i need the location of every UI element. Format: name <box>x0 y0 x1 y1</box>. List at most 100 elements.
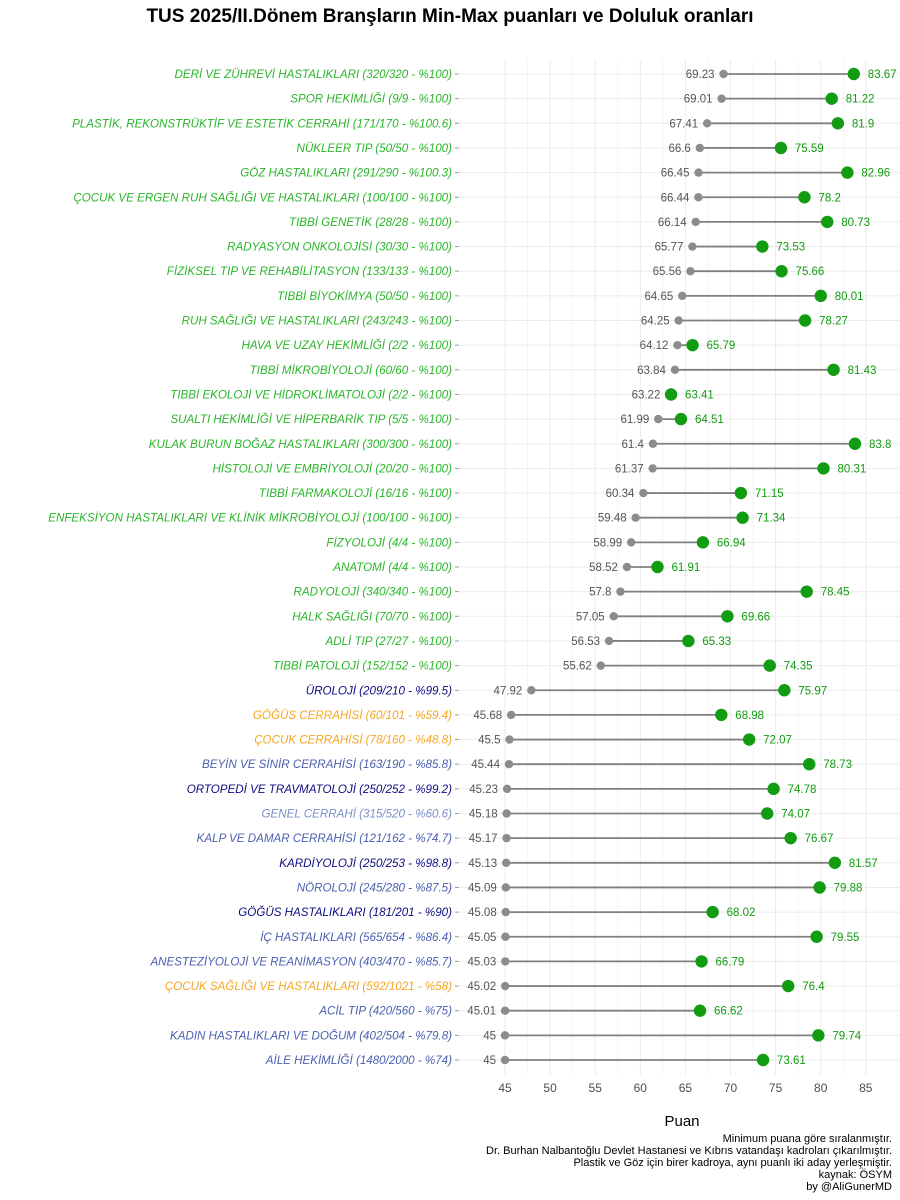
category-label: TIBBİ FARMAKOLOJİ (16/16 - %100) <box>259 487 452 500</box>
max-point <box>828 856 842 869</box>
max-point <box>803 758 816 771</box>
min-value-label: 45.18 <box>469 809 498 821</box>
x-axis: 45 50 55 60 65 70 75 80 85 <box>498 1081 872 1095</box>
max-point <box>774 141 788 155</box>
x-tick-label: 45 <box>498 1081 512 1095</box>
min-point <box>686 267 695 276</box>
min-value-label: 69.01 <box>684 94 713 106</box>
min-point <box>604 636 614 646</box>
category-label: ÇOCUK SAĞLIĞI VE HASTALIKLARI (592/1021 … <box>165 980 452 993</box>
min-value-label: 61.37 <box>615 463 644 475</box>
min-value-label: 61.99 <box>620 414 649 426</box>
max-value-label: 80.73 <box>841 217 870 229</box>
category-label: KARDİYOLOJİ (250/253 - %98.8) <box>279 857 452 870</box>
min-point <box>670 365 680 374</box>
category-label: İÇ HASTALIKLARI (565/654 - %86.4) <box>260 931 452 944</box>
max-value-label: 81.43 <box>848 365 877 377</box>
min-value-label: 45.23 <box>469 784 498 796</box>
min-value-label: 66.44 <box>661 192 690 204</box>
max-point <box>686 338 699 352</box>
min-value-label: 45.5 <box>478 735 500 747</box>
max-point <box>651 560 664 574</box>
x-tick-label: 80 <box>814 1081 828 1095</box>
min-point <box>691 217 700 227</box>
max-value-label: 65.79 <box>707 340 736 352</box>
max-point <box>761 807 774 820</box>
x-tick-label: 70 <box>724 1081 738 1095</box>
max-value-label: 71.15 <box>755 488 784 500</box>
min-point <box>678 291 687 301</box>
min-value-label: 45.03 <box>467 956 496 968</box>
min-point <box>694 168 703 177</box>
max-point <box>812 1029 825 1042</box>
max-value-label: 63.41 <box>685 389 714 401</box>
max-value-label: 81.57 <box>849 858 878 870</box>
x-tick-label: 85 <box>859 1081 873 1095</box>
min-point <box>702 119 712 128</box>
max-point <box>674 412 688 426</box>
category-label: TIBBİ MİKROBİYOLOJİ (60/60 - %100) <box>250 364 452 377</box>
max-value-label: 80.01 <box>835 291 864 303</box>
min-point <box>695 143 705 153</box>
max-point <box>784 831 797 845</box>
max-value-label: 74.78 <box>788 784 817 796</box>
min-point <box>501 932 510 941</box>
max-value-label: 83.67 <box>868 69 897 81</box>
max-point <box>775 265 788 278</box>
min-point <box>501 883 511 892</box>
max-point <box>763 659 776 672</box>
min-value-label: 57.05 <box>576 611 605 623</box>
min-point <box>717 94 726 103</box>
max-value-label: 74.07 <box>781 809 810 821</box>
category-label: PLASTİK, REKONSTRÜKTİF VE ESTETİK CERRAH… <box>72 117 452 130</box>
min-point <box>631 513 640 522</box>
max-value-label: 69.66 <box>741 611 770 623</box>
category-label: ANESTEZİYOLOJİ VE REANİMASYON (403/470 -… <box>149 955 452 968</box>
caption-line: Dr. Burhan Nalbantoğlu Devlet Hastanesi … <box>486 1145 892 1157</box>
category-label: SPOR HEKİMLİĞİ (9/9 - %100) <box>290 93 452 106</box>
max-value-label: 66.79 <box>716 956 745 968</box>
min-value-label: 69.23 <box>686 69 715 81</box>
min-point <box>688 242 697 251</box>
category-label: HALK SAĞLIĞI (70/70 - %100) <box>292 610 452 623</box>
category-label: NÜKLEER TIP (50/50 - %100) <box>296 142 452 155</box>
max-value-label: 65.33 <box>702 636 731 648</box>
category-label: HAVA VE UZAY HEKİMLİĞİ (2/2 - %100) <box>242 339 453 352</box>
min-value-label: 61.4 <box>622 439 645 451</box>
x-tick-label: 65 <box>679 1081 693 1095</box>
max-value-label: 81.22 <box>846 94 875 106</box>
min-point <box>596 661 605 670</box>
max-value-label: 72.07 <box>763 735 792 747</box>
max-point <box>695 955 708 968</box>
category-label: TIBBİ GENETİK (28/28 - %100) <box>289 216 452 229</box>
max-point <box>821 215 834 229</box>
max-value-label: 73.61 <box>777 1055 806 1067</box>
max-point <box>798 191 811 204</box>
category-label: ADLİ TIP (27/27 - %100) <box>324 635 452 648</box>
mark-layer <box>500 67 862 1067</box>
min-value-label: 63.84 <box>637 365 666 377</box>
category-label: ÇOCUK VE ERGEN RUH SAĞLIĞI VE HASTALIKLA… <box>73 191 452 204</box>
max-value-label: 81.9 <box>852 118 874 130</box>
min-point <box>500 1031 510 1040</box>
max-point <box>696 536 710 549</box>
category-label: FİZYOLOJİ (4/4 - %100) <box>326 536 452 549</box>
min-value-label: 45.44 <box>471 759 500 771</box>
min-point <box>622 562 632 572</box>
min-point <box>502 784 512 794</box>
caption-line: Minimum puana göre sıralanmıştır. <box>722 1133 892 1145</box>
min-value-label: 60.34 <box>606 488 635 500</box>
label-layer: DERİ VE ZÜHREVİ HASTALIKLARI (320/320 - … <box>48 68 896 1067</box>
x-tick-label: 50 <box>543 1081 557 1095</box>
category-label: GÖZ HASTALIKLARI (291/290 - %100.3) <box>240 167 452 180</box>
min-value-label: 45.09 <box>468 882 497 894</box>
max-value-label: 79.55 <box>831 932 860 944</box>
max-value-label: 82.96 <box>861 168 890 180</box>
min-value-label: 45.02 <box>467 981 496 993</box>
max-point <box>847 67 861 81</box>
min-value-label: 45.17 <box>469 833 498 845</box>
category-label: ENFEKSİYON HASTALIKLARI VE KLİNİK MİKROB… <box>48 512 452 525</box>
category-label: KULAK BURUN BOĞAZ HASTALIKLARI (300/300 … <box>149 438 452 451</box>
x-tick-label: 55 <box>589 1081 603 1095</box>
category-label: FİZİKSEL TIP VE REHABİLİTASYON (133/133 … <box>167 265 452 278</box>
